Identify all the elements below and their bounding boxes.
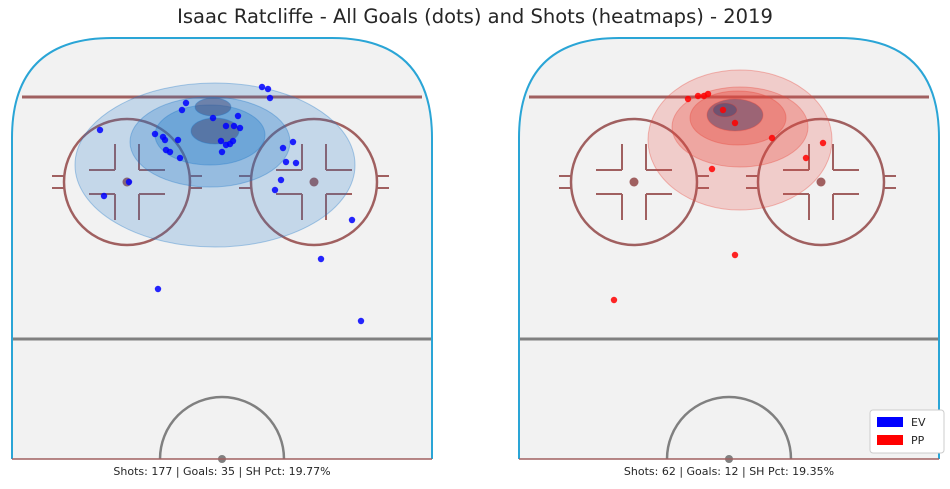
pp-goal-dot-1 — [684, 95, 692, 103]
ev-goal-dot-13 — [176, 154, 184, 162]
ev-goal-dot-12 — [166, 148, 174, 156]
pp-faceoff-dot-left — [629, 177, 639, 187]
ev-goal-dot-33 — [229, 137, 237, 145]
ev-goal-dot-19 — [218, 148, 226, 156]
pp-goal-dot-12 — [610, 296, 618, 304]
legend-label-ev: EV — [911, 416, 926, 429]
pp-ice-surface — [519, 38, 939, 459]
ev-goal-dot-23 — [292, 159, 300, 167]
ev-goal-dot-25 — [271, 186, 279, 194]
ev-goal-dot-1 — [258, 83, 266, 91]
ev-boards — [11, 37, 433, 459]
ev-goal-dot-2 — [264, 85, 272, 93]
ev-panel — [11, 37, 433, 463]
legend-label-pp: PP — [911, 434, 925, 447]
legend: EV PP — [869, 409, 945, 454]
ev-goal-dot-22 — [282, 158, 290, 166]
pp-goal-dot-7 — [768, 134, 776, 142]
pp-faceoff-circle-right — [756, 117, 886, 247]
ev-faceoff-dot-right — [309, 177, 319, 187]
pp-goal-dot-9 — [819, 139, 827, 147]
pp-goal-dot-2 — [694, 92, 702, 100]
ev-goal-dot-10 — [174, 136, 182, 144]
ev-rink — [11, 37, 433, 463]
ev-faceoff-circle-left — [62, 117, 192, 247]
ev-goal-dot-32 — [161, 136, 169, 144]
pp-center-circle — [665, 395, 793, 460]
pp-density-level-1 — [647, 69, 833, 211]
ev-center-circle — [158, 395, 286, 460]
ev-goal-dot-5 — [209, 114, 217, 122]
ev-goal-dot-4 — [182, 99, 190, 107]
ev-goal-dot-29 — [317, 255, 325, 263]
ev-goal-dot-24 — [277, 176, 285, 184]
ev-goal-dot-14 — [222, 122, 230, 130]
ev-goal-dot-6 — [234, 112, 242, 120]
ev-caption: Shots: 177 | Goals: 35 | SH Pct: 19.77% — [113, 465, 330, 478]
pp-faceoff-circle-left — [569, 117, 699, 247]
pp-density-level-2 — [671, 86, 809, 168]
ev-goal-dot-15 — [230, 122, 238, 130]
chart-title: Isaac Ratcliffe - All Goals (dots) and S… — [177, 5, 773, 28]
ev-density-level-5 — [194, 97, 232, 117]
ev-goal-dot-20 — [279, 144, 287, 152]
legend-swatch-pp — [877, 435, 903, 445]
ev-goal-dot-8 — [151, 130, 159, 138]
ev-goal-dot-18 — [217, 137, 225, 145]
ev-goal-dot-27 — [100, 192, 108, 200]
ev-goal-dot-3 — [266, 94, 274, 102]
legend-swatch-ev — [877, 417, 903, 427]
ev-goal-dot-30 — [154, 285, 162, 293]
ev-goal-dot-35 — [236, 124, 244, 132]
ev-goal-dot-7 — [96, 126, 104, 134]
legend-box — [869, 409, 945, 454]
ev-heatmap — [74, 82, 356, 248]
pp-goal-dot-5 — [719, 106, 727, 114]
pp-caption: Shots: 62 | Goals: 12 | SH Pct: 19.35% — [624, 465, 834, 478]
ev-goal-dot-34 — [178, 106, 186, 114]
ev-goal-dot-26 — [125, 178, 133, 186]
pp-goal-dot-6 — [731, 119, 739, 127]
pp-rink — [518, 37, 940, 463]
pp-heatmap — [647, 69, 833, 211]
ev-goal-dots — [96, 83, 365, 325]
ev-goal-dot-31 — [357, 317, 365, 325]
pp-goal-dot-10 — [708, 165, 716, 173]
pp-goal-dot-11 — [731, 251, 739, 259]
ev-ice-surface — [12, 38, 432, 459]
pp-panel — [518, 37, 940, 463]
pp-goal-dots — [610, 90, 827, 304]
pp-goal-dot-4 — [704, 90, 712, 98]
ev-goal-dot-17 — [222, 141, 230, 149]
ev-faceoff-circle-right — [249, 117, 379, 247]
pp-boards — [518, 37, 940, 459]
ev-density-level-1 — [74, 82, 356, 248]
ev-goal-dot-21 — [289, 138, 297, 146]
pp-faceoff-dot-right — [816, 177, 826, 187]
pp-density-level-4 — [706, 98, 764, 132]
pp-density-level-3 — [689, 90, 787, 146]
ev-goal-dot-28 — [348, 216, 356, 224]
pp-goal-dot-8 — [802, 154, 810, 162]
